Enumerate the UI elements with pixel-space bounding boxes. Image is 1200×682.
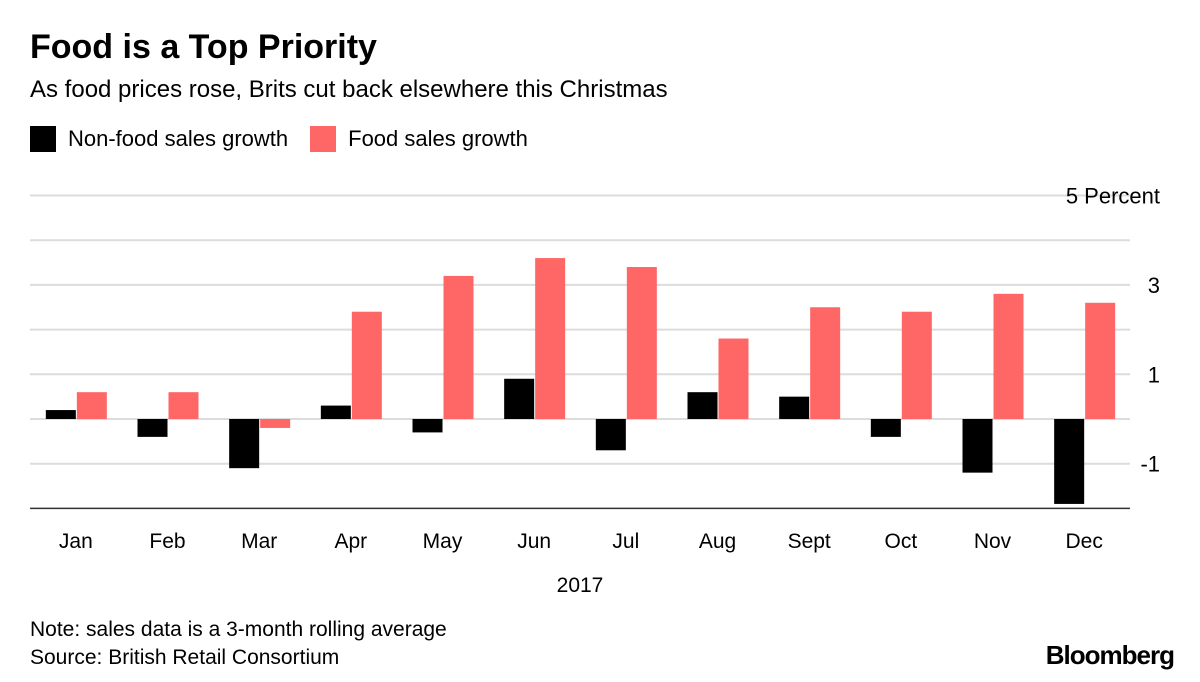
bar-nonfood-jun: [504, 378, 535, 419]
bar-nonfood-mar: [229, 419, 260, 469]
bar-food-jun: [535, 258, 566, 419]
x-tick-label: Jun: [517, 530, 551, 553]
bar-nonfood-feb: [137, 419, 168, 437]
legend-swatch-nonfood: [30, 126, 56, 152]
bar-food-feb: [168, 392, 199, 419]
bar-food-dec: [1085, 302, 1116, 419]
y-tick-label: -1: [1140, 452, 1160, 477]
x-tick-label: Apr: [334, 530, 367, 553]
bar-food-jul: [626, 267, 657, 419]
legend-label-nonfood: Non-food sales growth: [68, 126, 289, 151]
bar-nonfood-jan: [45, 410, 76, 419]
x-tick-label: Jan: [59, 530, 93, 553]
y-tick-label: 3: [1148, 273, 1160, 298]
bar-food-may: [443, 275, 474, 419]
legend-label-food: Food sales growth: [348, 126, 528, 151]
bar-nonfood-aug: [687, 392, 718, 419]
bar-nonfood-nov: [962, 419, 993, 473]
x-axis-label: 2017: [557, 574, 604, 597]
bloomberg-logo: Bloomberg: [1045, 640, 1175, 670]
bar-food-oct: [901, 311, 932, 419]
legend: Non-food sales growth Food sales growth: [30, 126, 550, 152]
bar-nonfood-jul: [595, 419, 626, 451]
y-tick-label: 5 Percent: [1066, 184, 1160, 209]
bar-nonfood-may: [412, 419, 443, 433]
bar-food-mar: [260, 419, 291, 428]
bar-nonfood-dec: [1054, 419, 1085, 504]
note: Note: sales data is a 3-month rolling av…: [30, 618, 447, 641]
chart-subtitle: As food prices rose, Brits cut back else…: [30, 76, 668, 103]
bar-food-sept: [810, 307, 841, 419]
x-tick-label: Jul: [612, 530, 639, 553]
x-tick-label: Dec: [1065, 530, 1102, 553]
x-tick-label: Mar: [241, 530, 277, 553]
bar-food-apr: [351, 311, 382, 419]
x-tick-label: May: [423, 530, 463, 553]
x-tick-label: Oct: [884, 530, 917, 553]
bar-food-aug: [718, 338, 749, 419]
bar-nonfood-apr: [320, 405, 351, 419]
x-tick-label: Nov: [974, 530, 1012, 553]
legend-swatch-food: [310, 126, 337, 152]
bar-nonfood-sept: [779, 396, 810, 419]
footnotes: Note: sales data is a 3-month rolling av…: [30, 616, 447, 672]
bar-food-jan: [76, 392, 107, 419]
source: Source: British Retail Consortium: [30, 646, 340, 669]
x-tick-label: Feb: [149, 530, 185, 553]
bar-nonfood-oct: [870, 419, 901, 437]
bar-food-nov: [993, 293, 1024, 419]
x-tick-label: Aug: [699, 530, 736, 553]
chart-title: Food is a Top Priority: [30, 28, 377, 66]
y-tick-label: 1: [1148, 362, 1160, 387]
x-tick-label: Sept: [788, 530, 831, 553]
